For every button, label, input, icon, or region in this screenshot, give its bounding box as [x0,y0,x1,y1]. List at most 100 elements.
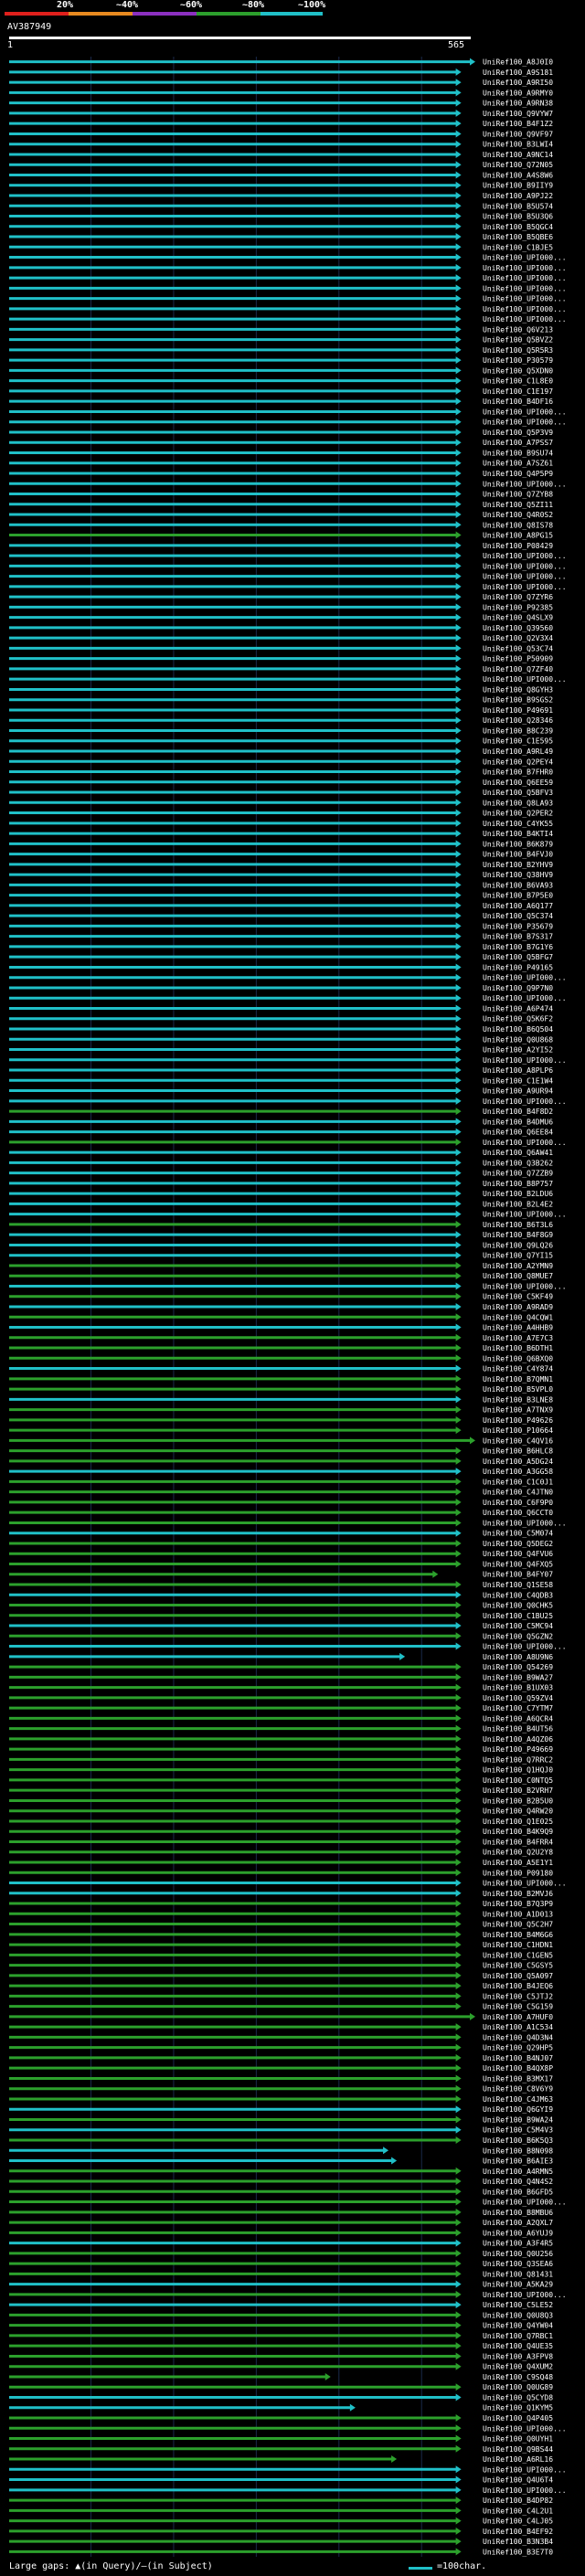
hit-label[interactable]: UniRef100_UPI000... [483,2291,567,2299]
hit-label[interactable]: UniRef100_Q0U868 [483,1035,553,1044]
hit-label[interactable]: UniRef100_A3FPV8 [483,2352,553,2360]
hit-label[interactable]: UniRef100_Q8GYH3 [483,685,553,694]
hit-label[interactable]: UniRef100_C7YTM7 [483,1704,553,1712]
hit-label[interactable]: UniRef100_Q9P7N0 [483,984,553,992]
hit-label[interactable]: UniRef100_C1E1W4 [483,1076,553,1085]
hit-label[interactable]: UniRef100_UPI000... [483,994,567,1002]
hit-label[interactable]: UniRef100_Q7ZZB9 [483,1170,553,1178]
hit-label[interactable]: UniRef100_Q5XDN0 [483,366,553,375]
hit-label[interactable]: UniRef100_C1BJE5 [483,243,553,251]
hit-label[interactable]: UniRef100_P49669 [483,1745,553,1754]
hit-label[interactable]: UniRef100_Q4P405 [483,2414,553,2422]
hit-label[interactable]: UniRef100_B6K879 [483,840,553,848]
hit-label[interactable]: UniRef100_B8C239 [483,726,553,735]
hit-label[interactable]: UniRef100_B2MVJ6 [483,1890,553,1898]
hit-label[interactable]: UniRef100_A6RL16 [483,2455,553,2464]
hit-label[interactable]: UniRef100_Q8IS78 [483,521,553,529]
hit-label[interactable]: UniRef100_B7S317 [483,933,553,941]
hit-label[interactable]: UniRef100_Q5R5R3 [483,346,553,355]
hit-label[interactable]: UniRef100_UPI000... [483,295,567,303]
hit-label[interactable]: UniRef100_B8MBU6 [483,2209,553,2217]
hit-label[interactable]: UniRef100_Q72N05 [483,161,553,169]
hit-label[interactable]: UniRef100_Q7ZYB8 [483,491,553,499]
hit-label[interactable]: UniRef100_UPI000... [483,974,567,982]
hit-label[interactable]: UniRef100_Q1E025 [483,1818,553,1826]
hit-label[interactable]: UniRef100_B7P5E0 [483,892,553,900]
hit-label[interactable]: UniRef100_UPI000... [483,583,567,591]
hit-label[interactable]: UniRef100_UPI000... [483,274,567,282]
hit-label[interactable]: UniRef100_Q4FVU6 [483,1550,553,1558]
hit-label[interactable]: UniRef100_UPI000... [483,1880,567,1888]
hit-label[interactable]: UniRef100_Q38HV9 [483,871,553,879]
hit-label[interactable]: UniRef100_C4LJ05 [483,2518,553,2526]
hit-label[interactable]: UniRef100_Q4SLX9 [483,614,553,622]
hit-label[interactable]: UniRef100_C4JTN0 [483,1489,553,1497]
hit-label[interactable]: UniRef100_A4QZ06 [483,1735,553,1744]
hit-label[interactable]: UniRef100_Q4RW20 [483,1807,553,1816]
hit-label[interactable]: UniRef100_B9WA24 [483,2115,553,2124]
hit-label[interactable]: UniRef100_B4DP82 [483,2496,553,2505]
hit-label[interactable]: UniRef100_B3MX17 [483,2074,553,2083]
hit-label[interactable]: UniRef100_C5GSY5 [483,1962,553,1970]
hit-label[interactable]: UniRef100_B4EF92 [483,2528,553,2536]
hit-label[interactable]: UniRef100_Q2V3X4 [483,634,553,642]
hit-label[interactable]: UniRef100_A9NC14 [483,151,553,159]
hit-label[interactable]: UniRef100_Q7ZYR6 [483,593,553,601]
hit-label[interactable]: UniRef100_A9RN38 [483,100,553,108]
hit-label[interactable]: UniRef100_UPI000... [483,419,567,427]
hit-label[interactable]: UniRef100_Q4XUM2 [483,2363,553,2371]
hit-label[interactable]: UniRef100_Q39560 [483,624,553,632]
hit-label[interactable]: UniRef100_A5KA29 [483,2281,553,2289]
hit-label[interactable]: UniRef100_C5M4V3 [483,2126,553,2135]
hit-label[interactable]: UniRef100_P49691 [483,706,553,715]
hit-label[interactable]: UniRef100_B6K5Q3 [483,2136,553,2145]
hit-label[interactable]: UniRef100_C1E595 [483,737,553,746]
hit-label[interactable]: UniRef100_Q9VF97 [483,130,553,138]
hit-label[interactable]: UniRef100_A2QXL7 [483,2219,553,2227]
hit-label[interactable]: UniRef100_B4M6G6 [483,1931,553,1939]
hit-label[interactable]: UniRef100_B4F1Z2 [483,120,553,128]
hit-label[interactable]: UniRef100_UPI000... [483,675,567,684]
hit-label[interactable]: UniRef100_B4FY07 [483,1571,553,1579]
hit-label[interactable]: UniRef100_B9SGS2 [483,696,553,705]
hit-label[interactable]: UniRef100_UPI000... [483,2199,567,2207]
hit-label[interactable]: UniRef100_A2YMN9 [483,1262,553,1270]
hit-label[interactable]: UniRef100_B6Q504 [483,1025,553,1034]
hit-label[interactable]: UniRef100_UPI000... [483,2424,567,2433]
hit-label[interactable]: UniRef100_C5KF49 [483,1293,553,1301]
hit-label[interactable]: UniRef100_B2L4E2 [483,1200,553,1208]
hit-label[interactable]: UniRef100_A9RAD9 [483,1303,553,1311]
hit-label[interactable]: UniRef100_C1HDN1 [483,1941,553,1949]
hit-label[interactable]: UniRef100_B4F8G9 [483,1231,553,1239]
hit-label[interactable]: UniRef100_Q8LA93 [483,799,553,807]
hit-label[interactable]: UniRef100_B2YHV9 [483,861,553,869]
hit-label[interactable]: UniRef100_UPI000... [483,305,567,313]
hit-label[interactable]: UniRef100_P09180 [483,1869,553,1877]
hit-label[interactable]: UniRef100_C5LE52 [483,2301,553,2309]
hit-label[interactable]: UniRef100_Q9BS44 [483,2445,553,2454]
hit-label[interactable]: UniRef100_B9IIY9 [483,182,553,190]
hit-label[interactable]: UniRef100_C4QDB3 [483,1591,553,1599]
hit-label[interactable]: UniRef100_Q6EE84 [483,1129,553,1137]
hit-label[interactable]: UniRef100_A7PSS7 [483,439,553,447]
hit-label[interactable]: UniRef100_Q6CCT0 [483,1509,553,1517]
hit-label[interactable]: UniRef100_Q5BFV3 [483,789,553,797]
hit-label[interactable]: UniRef100_A8PLP6 [483,1066,553,1075]
hit-label[interactable]: UniRef100_Q5BFG7 [483,953,553,961]
hit-label[interactable]: UniRef100_B3E7T0 [483,2548,553,2556]
hit-label[interactable]: UniRef100_Q9VYW7 [483,110,553,118]
hit-label[interactable]: UniRef100_C1L8E0 [483,377,553,386]
hit-label[interactable]: UniRef100_Q5BVZ2 [483,336,553,345]
hit-label[interactable]: UniRef100_A9S181 [483,69,553,77]
hit-label[interactable]: UniRef100_Q7RBC1 [483,2332,553,2340]
hit-label[interactable]: UniRef100_Q6BXQ0 [483,1354,553,1362]
hit-label[interactable]: UniRef100_Q5ZI11 [483,501,553,509]
hit-label[interactable]: UniRef100_C5JTJ2 [483,1992,553,2000]
hit-label[interactable]: UniRef100_Q6EE59 [483,779,553,787]
hit-label[interactable]: UniRef100_Q5A097 [483,1972,553,1980]
hit-label[interactable]: UniRef100_UPI000... [483,1097,567,1106]
hit-label[interactable]: UniRef100_C1E197 [483,387,553,396]
hit-label[interactable]: UniRef100_UPI000... [483,573,567,581]
hit-label[interactable]: UniRef100_Q0U8Q3 [483,2311,553,2319]
hit-label[interactable]: UniRef100_UPI000... [483,2486,567,2495]
